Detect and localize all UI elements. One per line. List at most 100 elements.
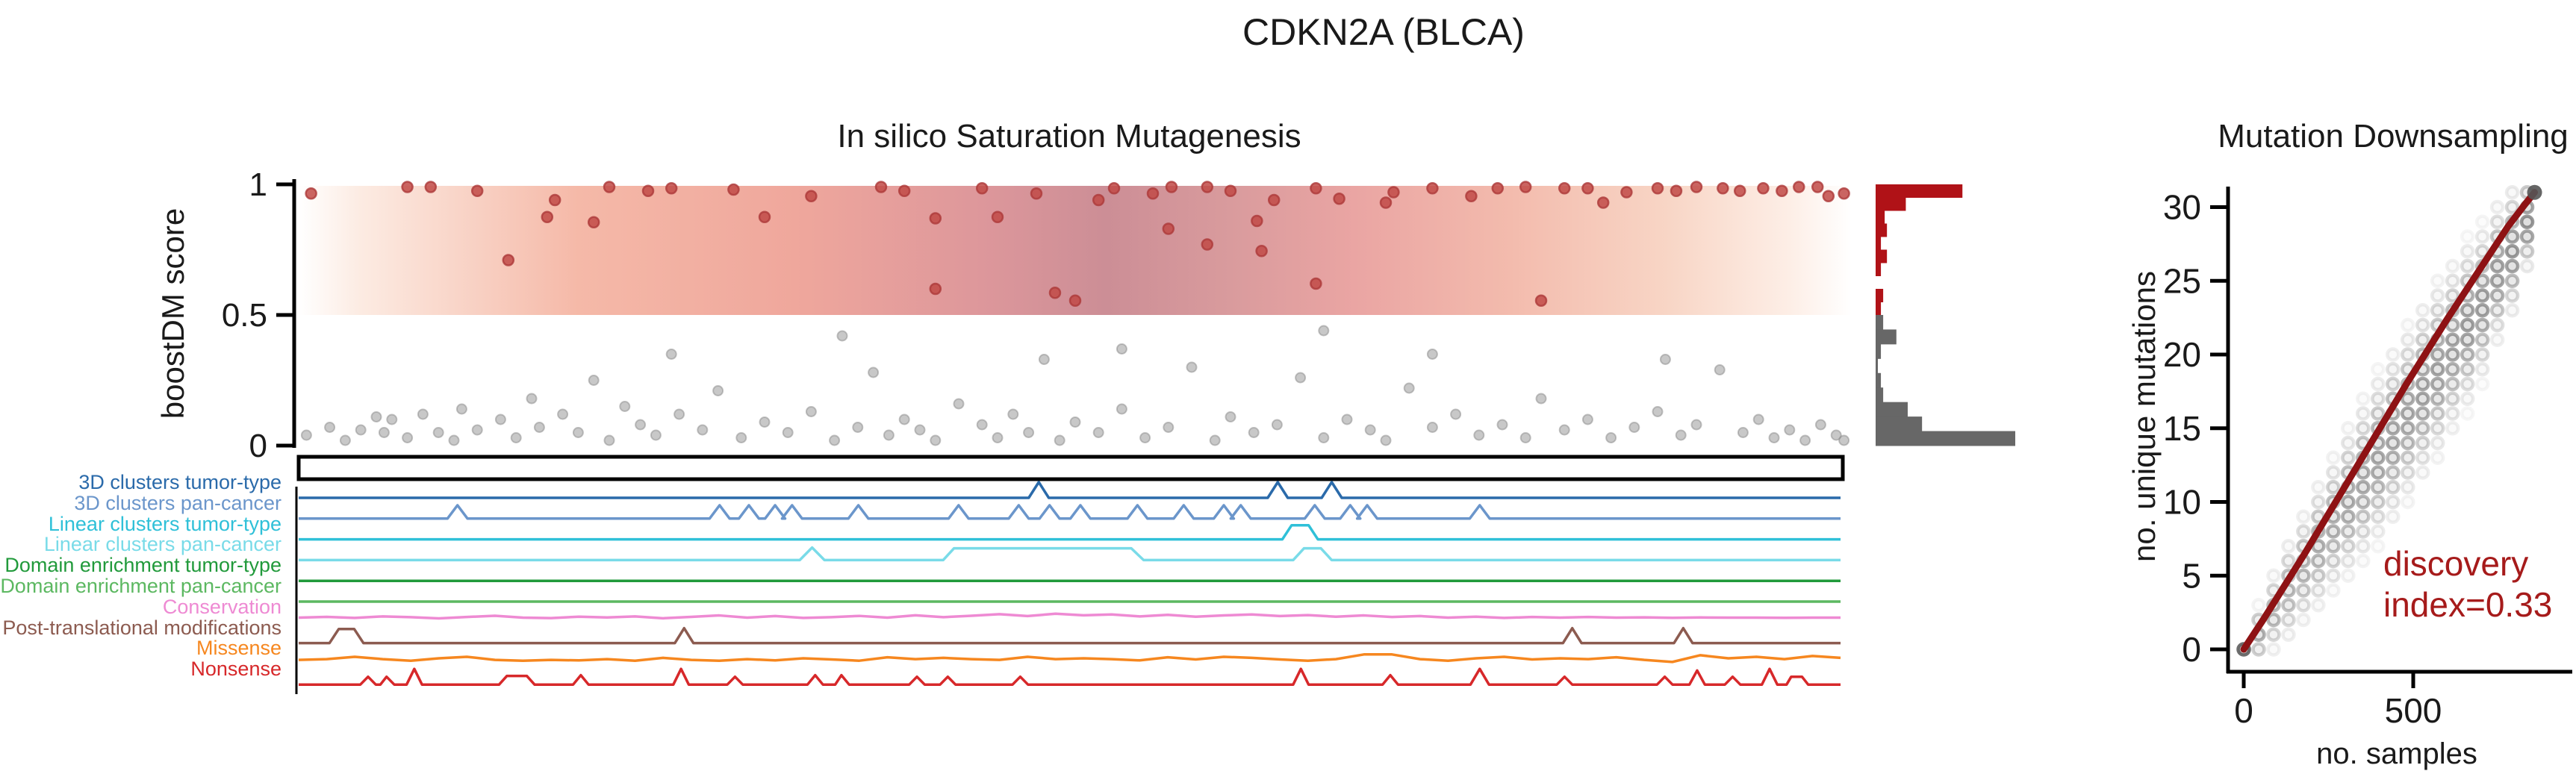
downsample-dot [2460, 317, 2475, 333]
downsample-dot [2504, 244, 2520, 259]
passenger-mutation-dot [1139, 432, 1151, 443]
downsample-dot [2445, 273, 2460, 288]
driver-mutation-dot [470, 184, 484, 197]
passenger-mutation-dot [370, 411, 382, 422]
passenger-mutation-dot [1209, 434, 1221, 446]
downsample-dot [2371, 450, 2386, 465]
passenger-mutation-dot [1069, 416, 1081, 428]
passenger-mutation-dot [1038, 354, 1050, 365]
passenger-mutation-dot [992, 432, 1004, 443]
passenger-mutation-dot [1814, 419, 1826, 431]
downsample-dot [2296, 509, 2311, 524]
passenger-mutation-dot [1116, 343, 1127, 355]
downsample-dot [2281, 598, 2296, 613]
passenger-mutation-dot [735, 432, 747, 443]
downsample-dot [2341, 509, 2356, 524]
downsample-dot [2326, 465, 2341, 480]
downsample-dot [2386, 480, 2401, 495]
downsample-dot [2460, 303, 2475, 318]
downsample-dot [2296, 583, 2311, 598]
downsample-dot [2474, 303, 2490, 318]
downsample-dot [2430, 406, 2445, 421]
downsample-dot [2415, 332, 2430, 347]
passenger-mutation-dot [510, 432, 522, 443]
downsample-dot [2504, 273, 2520, 288]
downsample-dot [2415, 317, 2430, 333]
passenger-mutation-dot [572, 427, 584, 438]
driver-mutation-dot [1162, 222, 1175, 235]
downsample-dot [2445, 362, 2460, 377]
passenger-mutation-dot [324, 422, 336, 433]
driver-mutation-dot [1379, 196, 1393, 209]
downsample-dot [2445, 406, 2460, 421]
downsample-dot [2474, 376, 2490, 392]
discovery-fit-line [2240, 189, 2539, 653]
feature-track-line [298, 653, 1841, 664]
passenger-mutation-dot [883, 429, 895, 441]
downsample-dot [2415, 435, 2430, 451]
histogram-bar-passenger [1876, 358, 1879, 374]
downsample-dot [2251, 598, 2266, 613]
passenger-mutation-dot [665, 349, 677, 360]
driver-mutation-dot [1733, 184, 1746, 197]
passenger-mutation-dot [697, 424, 709, 436]
feature-track-line [299, 667, 1841, 686]
downsample-dot [2430, 391, 2445, 406]
driver-mutation-dot [305, 187, 317, 200]
passenger-mutation-dot [1271, 419, 1283, 431]
saturation-y-tick-label: 0 [249, 428, 267, 464]
driver-mutation-dot [1491, 182, 1505, 195]
downsample-dot [2251, 642, 2266, 657]
downsampling-x-tick-label: 0 [2234, 691, 2253, 730]
driver-mutation-dot [502, 254, 515, 266]
feature-track-line [299, 481, 1841, 499]
downsample-dot [2356, 465, 2371, 480]
passenger-mutation-dot [603, 434, 615, 446]
passenger-mutation-dot [1248, 427, 1260, 438]
downsample-dot [2296, 568, 2311, 583]
passenger-mutation-dot [1023, 427, 1035, 438]
driver-mutation-dot [1092, 193, 1105, 207]
downsample-dot [2386, 347, 2401, 362]
downsample-dot [2415, 391, 2430, 406]
driver-mutation-dot [1201, 181, 1214, 193]
histogram-bar-passenger [1876, 329, 1897, 345]
downsample-dot [2489, 199, 2505, 215]
downsampling-y-tick-label: 20 [2163, 335, 2201, 374]
downsample-dot [2371, 465, 2386, 480]
passenger-mutation-dot [1163, 422, 1175, 433]
downsample-dot [2415, 406, 2430, 421]
downsample-dot [2460, 391, 2475, 406]
downsample-dot [2311, 553, 2326, 569]
downsample-dot [2400, 317, 2415, 333]
driver-mutation-dot [1107, 182, 1121, 195]
downsample-dot [2326, 583, 2341, 598]
driver-mutation-dot [1068, 294, 1082, 307]
driver-mutation-dot [1558, 182, 1571, 195]
passenger-mutation-dot [868, 366, 880, 378]
downsample-dot [2504, 258, 2520, 274]
feature-track-line [299, 504, 1841, 520]
driver-mutation-dot [1757, 182, 1770, 195]
downsample-dot [2519, 258, 2535, 274]
downsample-dot [2430, 347, 2445, 362]
histogram-bar-passenger [1876, 416, 1923, 432]
driver-mutation-dot [1251, 214, 1263, 228]
driver-mutation-dot [1690, 181, 1703, 193]
downsample-dot [2474, 273, 2490, 288]
downsample-dot [2296, 612, 2311, 628]
passenger-mutation-dot [759, 416, 771, 428]
downsample-dot [2504, 199, 2520, 215]
downsampling-y-tick-label: 5 [2182, 556, 2201, 595]
downsample-dot [2504, 303, 2520, 318]
driver-mutation-dot [1811, 181, 1824, 193]
downsample-dot [2341, 553, 2356, 569]
passenger-mutation-dot [1558, 424, 1570, 436]
passenger-mutation-dot [1652, 406, 1664, 417]
downsample-dot [2430, 288, 2445, 303]
downsample-dot [2371, 391, 2386, 406]
downsample-dot [2430, 273, 2445, 288]
driver-mutation-dot [929, 282, 942, 296]
driver-mutation-dot [1670, 184, 1683, 197]
